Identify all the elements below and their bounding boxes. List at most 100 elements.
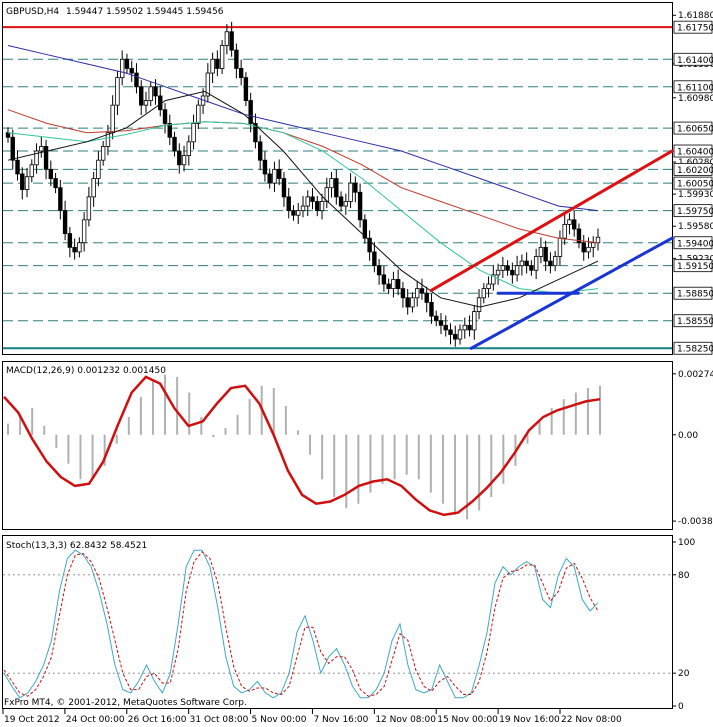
candle-body: [105, 132, 111, 147]
candle-body: [143, 100, 149, 106]
level-tag-box: [673, 286, 713, 300]
candle-body: [167, 123, 172, 138]
candle-body: [505, 265, 510, 271]
candle-body: [181, 155, 187, 166]
candle-body: [538, 246, 544, 257]
level-tag-box: [673, 121, 713, 135]
macd-tick-label: 0.00274: [678, 370, 713, 380]
time-tick-label: 7 Nov 16:00: [313, 715, 368, 725]
moving-average-line: [7, 109, 599, 244]
candle-body: [500, 265, 506, 271]
price-tick-label: 1.59580: [678, 222, 713, 232]
copyright-footer: FxPro MT4, © 2001-2012, MetaQuotes Softw…: [4, 698, 247, 708]
candle-body: [148, 86, 153, 101]
candle-body: [424, 292, 429, 303]
candle-body: [134, 72, 139, 88]
candle-body: [391, 279, 396, 290]
candle-body: [219, 45, 225, 69]
price-tick-label: 1.61880: [678, 11, 713, 21]
candle-body: [196, 104, 201, 124]
axes: 1.618801.613501.609801.602801.599301.595…: [2, 11, 713, 725]
candle-body: [96, 159, 101, 179]
level-tag-label: 1.59400: [677, 239, 713, 249]
level-tag-label: 1.58250: [677, 345, 713, 355]
candle-body: [267, 173, 272, 184]
candle-body: [343, 201, 349, 207]
candle-body: [443, 324, 448, 331]
candle-body: [100, 146, 106, 161]
candle-body: [129, 68, 134, 74]
stoch-panel: [3, 549, 672, 699]
candle-body: [24, 176, 30, 190]
time-tick-label: 15 Nov 00:00: [437, 715, 498, 725]
candle-body: [386, 283, 391, 290]
candle-body: [543, 246, 548, 262]
candle-body: [162, 109, 168, 124]
stoch-tick-label: 80: [678, 571, 690, 581]
candle-body: [300, 205, 306, 212]
candle-body: [338, 196, 344, 207]
candle-body: [533, 256, 539, 271]
level-tag-label: 1.59750: [677, 207, 713, 217]
time-tick-label: 12 Nov 08:00: [375, 715, 436, 725]
candle-body: [372, 251, 377, 267]
stoch-signal-line: [3, 551, 599, 697]
macd-title: MACD(12,26,9) 0.001232 0.001450: [6, 366, 166, 376]
candle-body: [329, 178, 334, 189]
moving-average-line: [7, 45, 599, 212]
candle-body: [139, 86, 144, 106]
macd-signal-line: [3, 375, 601, 517]
level-tag-label: 1.61100: [677, 83, 713, 93]
candle-body: [572, 219, 577, 230]
candle-body: [319, 201, 325, 212]
candle-body: [39, 146, 44, 152]
level-tag-label: 1.58550: [677, 317, 713, 327]
price-panel: [3, 21, 674, 350]
ohlc-readout: 1.59447 1.59502 1.59445 1.59456: [66, 7, 224, 17]
candle-body: [115, 77, 120, 106]
candle-body: [376, 265, 382, 276]
candle-body: [453, 334, 458, 340]
price-tick-label: 1.59930: [678, 190, 713, 200]
candle-body: [557, 237, 563, 257]
candle-body: [110, 104, 115, 134]
candle-body: [186, 141, 192, 157]
level-tag-label: 1.60400: [677, 148, 713, 158]
candle-body: [548, 260, 553, 267]
level-tag-box: [673, 144, 713, 158]
stoch-panel-frame: [2, 535, 673, 709]
candle-body: [262, 159, 268, 175]
candle-body: [215, 58, 220, 69]
time-tick-label: 31 Oct 08:00: [190, 715, 249, 725]
candle-body: [438, 320, 444, 326]
candle-body: [595, 236, 601, 244]
candle-body: [286, 196, 291, 212]
stoch-main-line: [3, 549, 599, 699]
level-tag-label: 1.60200: [677, 166, 713, 176]
level-tag-label: 1.61400: [677, 56, 713, 66]
candle-body: [10, 136, 15, 161]
candle-body: [448, 329, 453, 335]
symbol-title: GBPUSD,H4: [6, 7, 59, 17]
candle-body: [476, 297, 482, 312]
candle-body: [281, 178, 287, 198]
candle-body: [77, 242, 82, 253]
candle-body: [353, 182, 358, 193]
candle-body: [576, 228, 582, 244]
candle-body: [524, 260, 529, 267]
candle-body: [410, 297, 415, 308]
candle-body: [472, 311, 477, 331]
candle-body: [272, 168, 277, 184]
macd-tick-label: 0.00: [678, 431, 698, 441]
level-tag-box: [673, 80, 713, 94]
candle-body: [462, 324, 467, 331]
level-tag-box: [673, 162, 713, 176]
candle-body: [457, 329, 463, 340]
candle-body: [586, 246, 591, 253]
candle-body: [229, 31, 234, 51]
candle-body: [567, 219, 572, 225]
candle-body: [315, 201, 320, 212]
candle-body: [591, 242, 596, 248]
trendline: [429, 149, 674, 292]
candle-body: [381, 274, 387, 285]
